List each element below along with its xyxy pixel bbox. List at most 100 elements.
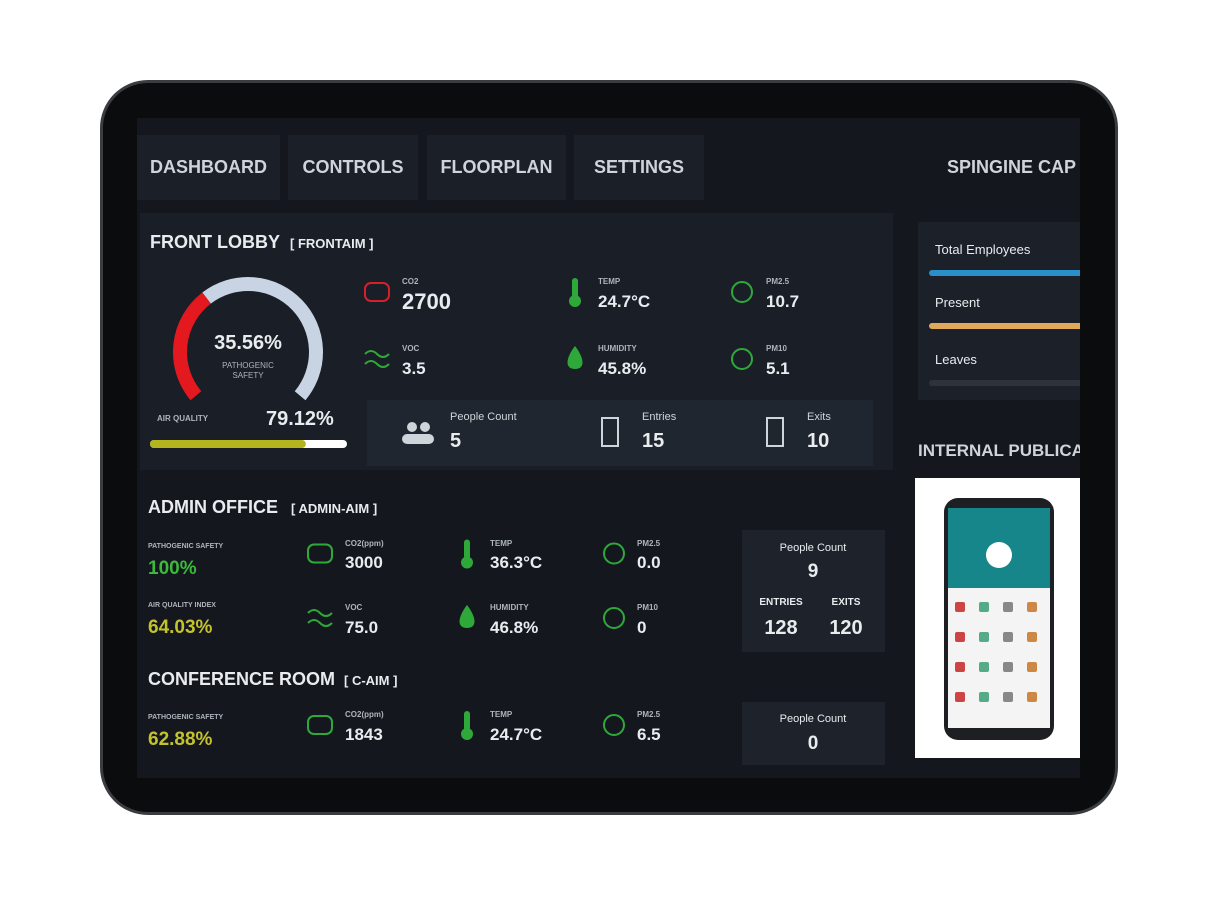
icon-co2 bbox=[307, 715, 333, 735]
metric-value: 0 bbox=[637, 617, 647, 637]
nav-tab-label[interactable]: SETTINGS bbox=[593, 157, 685, 178]
count-value: 10 bbox=[807, 430, 830, 452]
people-value: 9 bbox=[807, 560, 819, 582]
phone-icon bbox=[979, 662, 989, 672]
metric-label: CO2 bbox=[402, 277, 419, 287]
icon-pm bbox=[731, 281, 753, 303]
metric-value: 45.8% bbox=[598, 358, 647, 378]
screen: DASHBOARD CONTROLS FLOORPLAN SETTINGS SPINGI… bbox=[137, 118, 1080, 778]
metric-value: 0.0 bbox=[637, 552, 661, 572]
lobby-counts bbox=[367, 400, 873, 466]
gauge-caption: PATHOGENIC SAFETY bbox=[222, 361, 274, 380]
phone-icon bbox=[955, 692, 965, 702]
metric-label: TEMP bbox=[598, 277, 621, 287]
icon-temp bbox=[461, 556, 473, 569]
section-title: ADMIN OFFICE bbox=[148, 497, 278, 518]
aq-value: 79.12% bbox=[266, 408, 334, 430]
attendance-bar bbox=[929, 270, 1080, 276]
count-value: 15 bbox=[642, 430, 665, 452]
metric-value: 46.8% bbox=[490, 617, 539, 637]
phone-icon bbox=[979, 602, 989, 612]
nav-tab-label[interactable]: CONTROLS bbox=[302, 157, 404, 178]
attendance-label: Present bbox=[935, 295, 980, 311]
icon-co2 bbox=[364, 282, 390, 302]
icon-temp bbox=[464, 539, 470, 560]
flow-label: EXITS bbox=[831, 597, 861, 608]
attendance-bar bbox=[929, 380, 1080, 386]
icon-temp bbox=[461, 728, 473, 740]
index-label: AIR QUALITY INDEX bbox=[148, 601, 216, 609]
metric-value: 75.0 bbox=[345, 617, 379, 637]
aq-bar bbox=[150, 440, 306, 448]
people-label: People Count bbox=[779, 542, 847, 555]
metric-label: TEMP bbox=[490, 710, 513, 720]
metric-label: PM10 bbox=[637, 603, 658, 613]
phone-icon bbox=[955, 662, 965, 672]
graphics bbox=[150, 270, 1080, 740]
admin-counts bbox=[742, 530, 885, 652]
icon-drop bbox=[459, 605, 475, 628]
icon-temp bbox=[569, 295, 581, 307]
nav-tab[interactable] bbox=[574, 135, 704, 200]
index-label: PATHOGENIC SAFETY bbox=[148, 542, 224, 550]
count-label: People Count bbox=[450, 411, 517, 424]
phone-icon bbox=[955, 602, 965, 612]
phone-icon bbox=[1003, 692, 1013, 702]
nav-tab[interactable] bbox=[137, 135, 280, 200]
metric-label: PM10 bbox=[766, 344, 787, 354]
metric-value: 6.5 bbox=[637, 724, 661, 744]
nav-tab-label[interactable]: DASHBOARD bbox=[150, 157, 267, 178]
icon-pm bbox=[731, 348, 753, 370]
section-title: FRONT LOBBY bbox=[150, 232, 280, 253]
section-tag: [ ADMIN-AIM ] bbox=[291, 501, 378, 517]
metric-label: HUMIDITY bbox=[490, 603, 529, 613]
metric-label: PM2.5 bbox=[637, 710, 661, 720]
metric-label: TEMP bbox=[490, 539, 513, 549]
icon-voc bbox=[307, 609, 333, 627]
index-value: 62.88% bbox=[148, 728, 213, 750]
people-value: 0 bbox=[807, 732, 819, 754]
attendance-label: Total Employees bbox=[935, 242, 1031, 258]
phone-icon bbox=[979, 692, 989, 702]
index-value: 64.03% bbox=[148, 616, 213, 638]
icon-door bbox=[601, 417, 619, 447]
publications-title: INTERNAL PUBLICA bbox=[918, 440, 1080, 460]
attendance-panel bbox=[918, 222, 1080, 400]
phone-icon bbox=[1003, 632, 1013, 642]
brand: SPINGINE CAP bbox=[947, 157, 1077, 178]
icon-people bbox=[407, 422, 417, 432]
metric-label: PM2.5 bbox=[637, 539, 661, 549]
phone-icon bbox=[1027, 632, 1037, 642]
icon-pm bbox=[603, 542, 625, 565]
metric-label: VOC bbox=[345, 603, 363, 613]
icon-people bbox=[420, 422, 430, 432]
count-label: Entries bbox=[642, 411, 677, 424]
metric-label: CO2(ppm) bbox=[345, 539, 384, 549]
phone-avatar bbox=[986, 542, 1012, 568]
metric-label: VOC bbox=[402, 344, 420, 354]
metric-value: 3000 bbox=[345, 552, 383, 572]
nav-tab-label[interactable]: FLOORPLAN bbox=[440, 157, 553, 178]
icon-pm bbox=[603, 607, 625, 629]
attendance-label: Leaves bbox=[935, 352, 977, 368]
gauge-track bbox=[202, 277, 323, 401]
conf-counts bbox=[742, 702, 885, 765]
section-tag: [ FRONTAIM ] bbox=[290, 236, 374, 252]
nav-tab[interactable] bbox=[288, 135, 418, 200]
phone-icon bbox=[979, 632, 989, 642]
phone-icon bbox=[1003, 662, 1013, 672]
metric-label: PM2.5 bbox=[766, 277, 790, 287]
flow-label: ENTRIES bbox=[759, 597, 803, 608]
icon-drop bbox=[567, 346, 583, 369]
aq-label: AIR QUALITY bbox=[157, 414, 209, 424]
count-label: Exits bbox=[807, 411, 831, 424]
index-label: PATHOGENIC SAFETY bbox=[148, 713, 224, 721]
gauge-label: 35.56% bbox=[214, 332, 282, 354]
phone-icon bbox=[1003, 602, 1013, 612]
nav-tab[interactable] bbox=[427, 135, 566, 200]
metric-label: CO2(ppm) bbox=[345, 710, 384, 720]
flow-value: 120 bbox=[829, 617, 863, 639]
icon-door bbox=[766, 417, 784, 447]
phone-icon bbox=[955, 632, 965, 642]
